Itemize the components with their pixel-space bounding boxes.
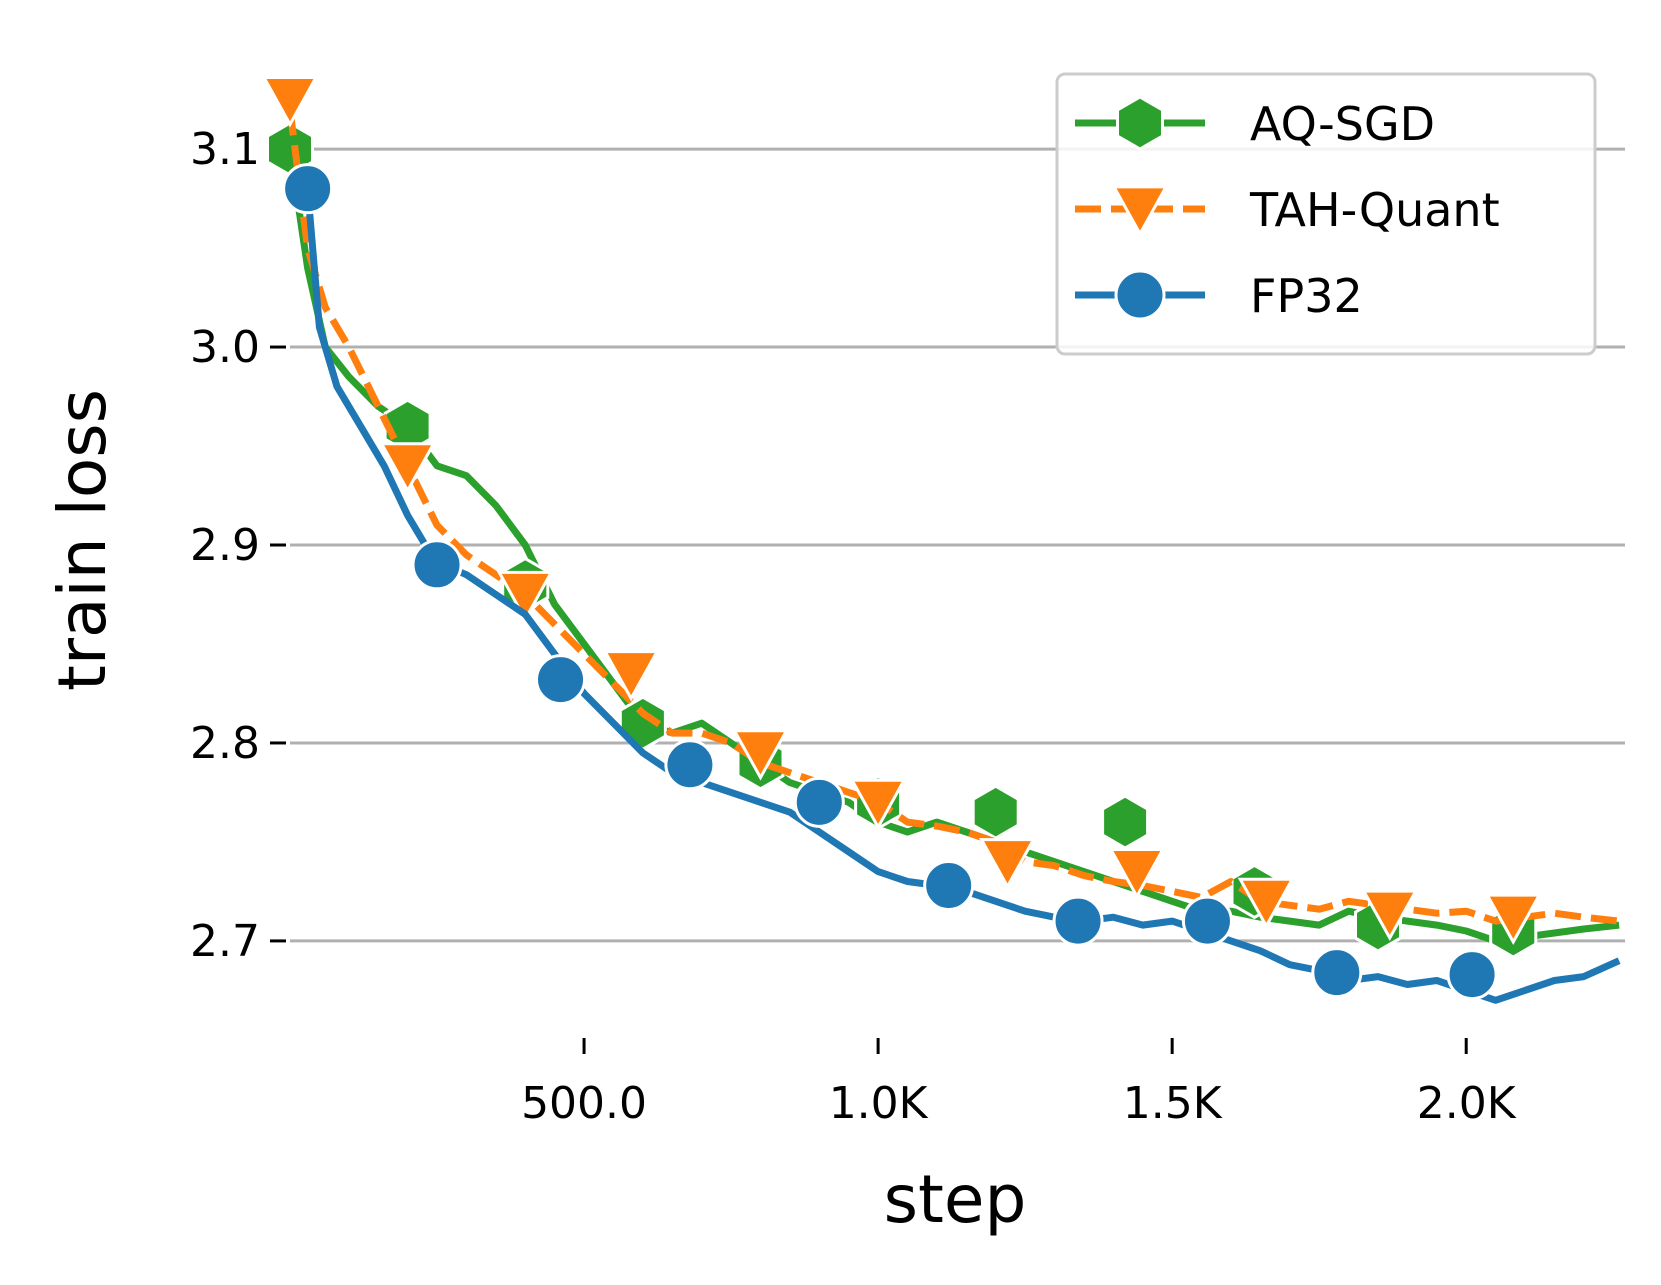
data-point-marker xyxy=(1116,95,1164,151)
data-point-marker xyxy=(379,442,437,494)
data-point-marker xyxy=(1311,947,1363,999)
data-point-marker xyxy=(1052,895,1104,947)
legend-label: TAH-Quant xyxy=(1249,183,1500,237)
data-point-marker xyxy=(1237,877,1295,930)
data-point-marker xyxy=(602,650,660,702)
data-point-marker xyxy=(1108,848,1166,900)
series-fp32 xyxy=(282,163,1621,1004)
x-axis-title: step xyxy=(884,1161,1027,1238)
data-point-marker xyxy=(1101,794,1150,850)
x-tick-label: 1.0K xyxy=(829,1078,929,1129)
legend: AQ-SGD TAH-Quant FP32 xyxy=(1055,72,1597,356)
series-group xyxy=(261,75,1621,1004)
legend-entry: TAH-Quant xyxy=(1075,183,1500,237)
data-point-marker xyxy=(496,570,554,623)
data-point-marker xyxy=(1111,185,1169,237)
data-point-marker xyxy=(793,776,845,828)
data-point-marker xyxy=(261,75,319,128)
data-point-marker xyxy=(411,539,463,591)
data-point-marker xyxy=(1181,895,1233,947)
data-point-marker xyxy=(1361,889,1419,941)
legend-frame xyxy=(1055,72,1597,356)
data-point-marker xyxy=(1446,949,1498,1001)
data-point-marker xyxy=(971,784,1020,840)
x-tick-label: 1.5K xyxy=(1123,1078,1223,1129)
data-point-marker xyxy=(978,838,1037,890)
data-point-marker xyxy=(664,739,716,791)
legend-entry: AQ-SGD xyxy=(1075,95,1435,151)
legend-entry: FP32 xyxy=(1075,269,1363,323)
x-tick-label: 2.0K xyxy=(1417,1078,1517,1129)
y-tick-label: 3.0 xyxy=(190,322,260,373)
y-tick-label: 2.9 xyxy=(190,520,260,571)
data-point-marker xyxy=(535,654,587,706)
y-axis-ticks: 2.7 2.8 2.9 3.0 3.1 xyxy=(190,124,286,967)
data-point-marker xyxy=(1114,269,1166,321)
y-tick-label: 3.1 xyxy=(190,124,260,175)
data-point-marker xyxy=(1484,893,1542,945)
legend-label: FP32 xyxy=(1250,269,1363,323)
x-tick-label: 500.0 xyxy=(521,1078,647,1129)
series-line xyxy=(304,188,1621,1004)
data-point-marker xyxy=(923,859,975,911)
legend-label: AQ-SGD xyxy=(1250,97,1435,151)
y-tick-label: 2.8 xyxy=(190,718,260,769)
y-tick-label: 2.7 xyxy=(190,916,260,967)
data-point-marker xyxy=(849,778,907,831)
y-axis-title: train loss xyxy=(44,389,121,691)
data-point-marker xyxy=(731,729,790,781)
data-point-marker xyxy=(282,163,334,215)
series-tah-quant xyxy=(261,75,1620,945)
x-axis-ticks: 500.0 1.0K 1.5K 2.0K xyxy=(521,1038,1517,1129)
